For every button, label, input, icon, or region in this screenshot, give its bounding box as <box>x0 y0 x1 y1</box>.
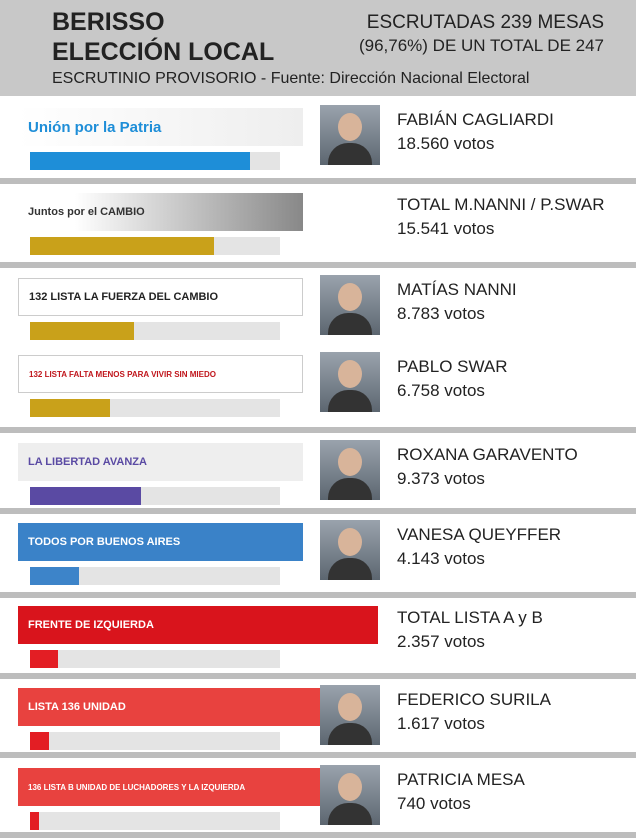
candidate-name: MATÍAS NANNI <box>397 280 517 299</box>
candidate-name: TOTAL M.NANNI / P.SWAR <box>397 195 605 214</box>
votes: 2.357 votos <box>397 632 485 651</box>
candidate-name: PATRICIA MESA <box>397 770 525 789</box>
party-logo: 132 LISTA LA FUERZA DEL CAMBIO <box>18 278 303 316</box>
source: ESCRUTINIO PROVISORIO - Fuente: Direcció… <box>52 70 530 87</box>
count: ESCRUTADAS 239 MESAS <box>366 12 604 33</box>
votes: 1.617 votos <box>397 714 485 733</box>
votes: 4.143 votos <box>397 549 485 568</box>
party-logo: TODOS POR BUENOS AIRES <box>18 523 303 561</box>
candidate-photo <box>320 520 380 580</box>
header: BERISSO ELECCIÓN LOCAL ESCRUTADAS 239 ME… <box>0 0 636 96</box>
bar-track <box>30 152 280 170</box>
candidate-name: TOTAL LISTA A y B <box>397 608 543 627</box>
divider <box>0 262 636 268</box>
votes: 8.783 votos <box>397 304 485 323</box>
bar <box>30 152 250 170</box>
title: BERISSO <box>52 8 165 36</box>
divider <box>0 508 636 514</box>
bar <box>30 732 50 750</box>
bar-track <box>30 399 280 417</box>
votes: 9.373 votos <box>397 469 485 488</box>
divider <box>0 673 636 679</box>
party-logo: Juntos por el CAMBIO <box>18 193 303 231</box>
bar <box>30 399 111 417</box>
divider <box>0 427 636 433</box>
party-logo: LISTA 136 UNIDAD <box>18 688 378 726</box>
title: ELECCIÓN LOCAL <box>52 38 275 66</box>
candidate-name: VANESA QUEYFFER <box>397 525 562 544</box>
candidate-name: PABLO SWAR <box>397 357 508 376</box>
candidate-photo <box>320 105 380 165</box>
divider <box>0 178 636 184</box>
party-logo: Unión por la Patria <box>18 108 303 146</box>
candidate-photo <box>320 765 380 825</box>
party-logo: 132 LISTA FALTA MENOS PARA VIVIR SIN MIE… <box>18 355 303 393</box>
bar-track <box>30 237 280 255</box>
bar <box>30 322 135 340</box>
bar <box>30 650 58 668</box>
candidate-photo <box>320 440 380 500</box>
candidate-photo <box>320 275 380 335</box>
candidate-name: FABIÁN CAGLIARDI <box>397 110 554 129</box>
divider <box>0 752 636 758</box>
bar <box>30 237 215 255</box>
votes: 18.560 votos <box>397 134 495 153</box>
votes: 740 votos <box>397 794 471 813</box>
bar-track <box>30 650 280 668</box>
bar <box>30 487 142 505</box>
bar-track <box>30 732 280 750</box>
party-logo: FRENTE DE IZQUIERDA <box>18 606 378 644</box>
candidate-photo <box>320 352 380 412</box>
divider <box>0 832 636 838</box>
bar-track <box>30 322 280 340</box>
bar <box>30 812 39 830</box>
bar-track <box>30 567 280 585</box>
party-logo: 136 LISTA B UNIDAD DE LUCHADORES Y LA IZ… <box>18 768 378 806</box>
candidate-photo <box>320 685 380 745</box>
bar <box>30 567 80 585</box>
bar-track <box>30 487 280 505</box>
candidate-name: FEDERICO SURILA <box>397 690 551 709</box>
party-logo: LA LIBERTAD AVANZA <box>18 443 303 481</box>
votes: 15.541 votos <box>397 219 495 238</box>
divider <box>0 592 636 598</box>
bar-track <box>30 812 280 830</box>
count: (96,76%) DE UN TOTAL DE 247 <box>358 36 604 55</box>
votes: 6.758 votos <box>397 381 485 400</box>
candidate-name: ROXANA GARAVENTO <box>397 445 578 464</box>
